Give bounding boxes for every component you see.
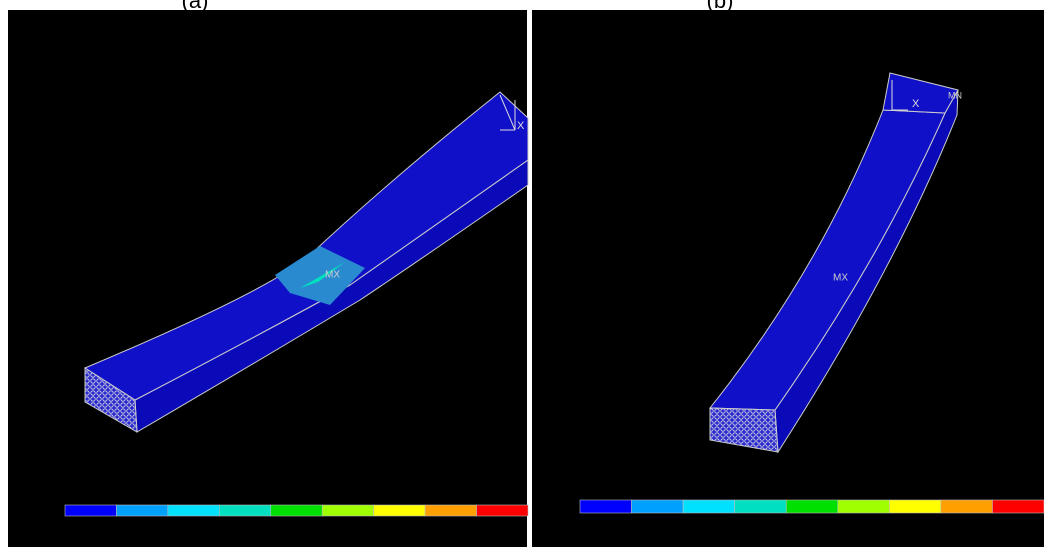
colorbar-segment: [168, 505, 219, 516]
max-marker: MX: [325, 270, 340, 281]
colorbar-segment: [374, 505, 425, 516]
colorbar-segment: [992, 500, 1044, 513]
axis-label: X: [912, 98, 920, 110]
colorbar-segment: [786, 500, 838, 513]
colorbar-segment: [632, 500, 684, 513]
figure: (a) (b) MX X MX MN X: [0, 0, 1044, 547]
panel-label: (b): [707, 0, 734, 13]
page: (a) (b) MX X MX MN X (() => { const data…: [0, 0, 1044, 547]
panel-label: (a): [182, 0, 209, 13]
min-marker: MN: [948, 90, 962, 100]
panel-a: [8, 10, 527, 547]
colorbar-segment: [65, 505, 116, 516]
colorbar-segment: [219, 505, 270, 516]
colorbar-segment: [322, 505, 373, 516]
axis-label: X: [517, 120, 525, 132]
colorbar-segment: [425, 505, 476, 516]
colorbar-segment: [683, 500, 735, 513]
max-marker: MX: [833, 273, 848, 284]
colorbar-segment: [838, 500, 890, 513]
panel-b: [532, 10, 1044, 547]
colorbar-segment: [271, 505, 322, 516]
colorbar-segment: [116, 505, 167, 516]
colorbar-segment: [580, 500, 632, 513]
colorbar-segment: [889, 500, 941, 513]
colorbar-segment: [941, 500, 993, 513]
colorbar-segment: [735, 500, 787, 513]
colorbar-segment: [477, 505, 528, 516]
